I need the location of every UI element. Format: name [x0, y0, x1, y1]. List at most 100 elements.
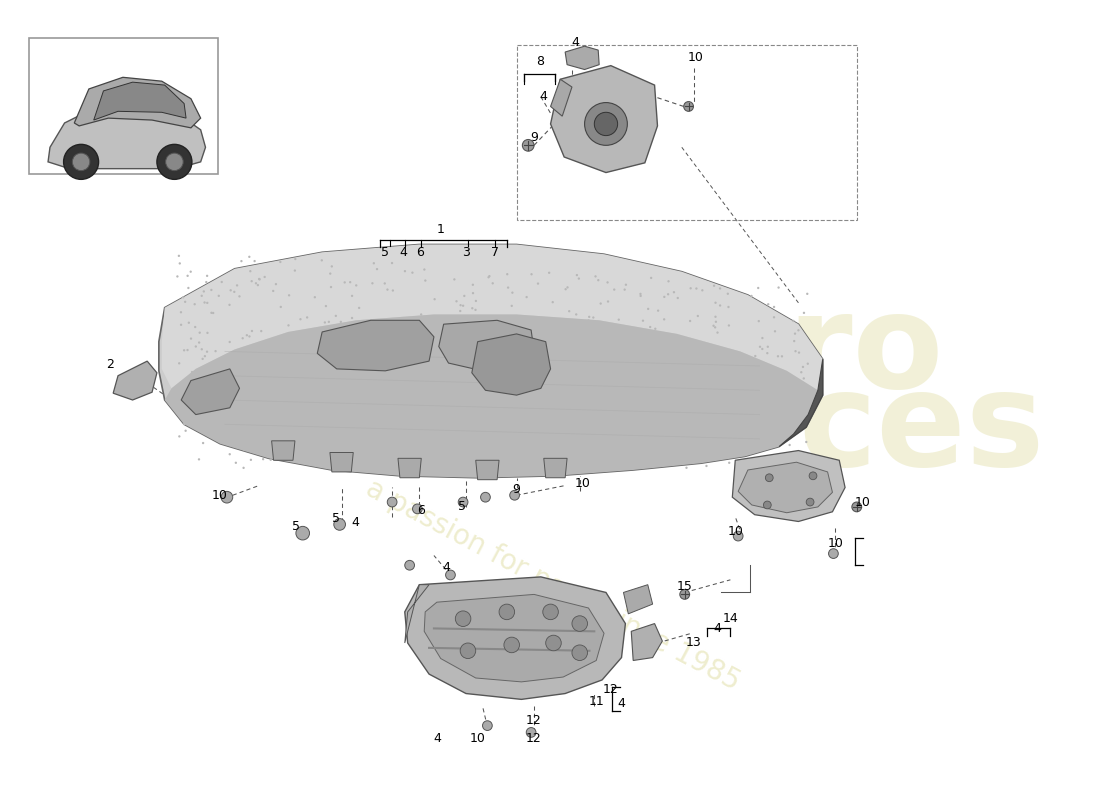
- Circle shape: [605, 336, 607, 338]
- Circle shape: [668, 390, 670, 392]
- Circle shape: [575, 274, 579, 276]
- Circle shape: [183, 423, 186, 425]
- Circle shape: [514, 362, 516, 364]
- Circle shape: [221, 281, 223, 283]
- Circle shape: [206, 350, 208, 353]
- Circle shape: [187, 286, 189, 289]
- Circle shape: [594, 275, 596, 278]
- Circle shape: [243, 449, 245, 451]
- Circle shape: [675, 420, 678, 422]
- Circle shape: [309, 353, 311, 354]
- Circle shape: [329, 354, 331, 357]
- Circle shape: [802, 366, 804, 368]
- Circle shape: [390, 262, 393, 264]
- Circle shape: [647, 308, 649, 310]
- Circle shape: [667, 461, 669, 463]
- Circle shape: [255, 282, 257, 285]
- Circle shape: [546, 635, 561, 650]
- Text: 14: 14: [723, 612, 738, 625]
- Circle shape: [358, 410, 360, 412]
- Circle shape: [450, 466, 452, 467]
- Circle shape: [315, 393, 317, 395]
- Circle shape: [663, 394, 666, 396]
- Circle shape: [417, 409, 420, 411]
- Circle shape: [354, 372, 356, 374]
- Circle shape: [768, 374, 770, 377]
- Circle shape: [614, 377, 616, 379]
- Circle shape: [634, 374, 636, 376]
- Circle shape: [256, 348, 258, 350]
- Circle shape: [294, 270, 296, 272]
- Circle shape: [696, 315, 698, 317]
- Circle shape: [698, 387, 701, 390]
- Circle shape: [585, 454, 587, 456]
- Polygon shape: [48, 106, 206, 169]
- Circle shape: [299, 318, 301, 320]
- Circle shape: [262, 392, 264, 394]
- Text: 4: 4: [433, 732, 441, 745]
- Circle shape: [750, 294, 752, 297]
- Circle shape: [258, 278, 261, 281]
- Circle shape: [322, 330, 324, 333]
- Circle shape: [194, 303, 196, 306]
- Circle shape: [758, 320, 760, 322]
- Polygon shape: [405, 585, 429, 643]
- Polygon shape: [439, 320, 534, 371]
- Circle shape: [441, 458, 443, 461]
- Circle shape: [544, 391, 547, 394]
- Circle shape: [232, 445, 234, 447]
- Circle shape: [389, 457, 392, 459]
- Circle shape: [200, 348, 202, 350]
- Text: 10: 10: [827, 538, 844, 550]
- Circle shape: [700, 426, 702, 428]
- Circle shape: [607, 300, 609, 302]
- Circle shape: [233, 290, 235, 293]
- Circle shape: [485, 366, 487, 368]
- Circle shape: [411, 343, 414, 346]
- Circle shape: [537, 373, 539, 375]
- Circle shape: [392, 290, 394, 292]
- Circle shape: [494, 413, 496, 415]
- Circle shape: [189, 270, 191, 273]
- Circle shape: [264, 276, 266, 278]
- Circle shape: [366, 450, 368, 452]
- Circle shape: [506, 273, 508, 275]
- Circle shape: [187, 274, 189, 277]
- Circle shape: [732, 366, 734, 369]
- Circle shape: [392, 422, 394, 425]
- Circle shape: [525, 392, 527, 394]
- Circle shape: [426, 398, 428, 400]
- Circle shape: [230, 289, 232, 291]
- Circle shape: [587, 438, 590, 441]
- Circle shape: [190, 338, 192, 340]
- Circle shape: [472, 292, 474, 294]
- Circle shape: [806, 362, 808, 365]
- Circle shape: [548, 272, 550, 274]
- Text: 13: 13: [685, 637, 702, 650]
- Text: 6: 6: [417, 246, 425, 258]
- Circle shape: [785, 380, 788, 382]
- Circle shape: [504, 339, 506, 342]
- Circle shape: [477, 415, 480, 418]
- Circle shape: [217, 379, 220, 382]
- Circle shape: [689, 320, 691, 322]
- Circle shape: [180, 324, 183, 326]
- Circle shape: [258, 278, 261, 280]
- Circle shape: [236, 434, 239, 436]
- Circle shape: [718, 448, 721, 450]
- Circle shape: [250, 458, 252, 461]
- Circle shape: [176, 275, 178, 278]
- Circle shape: [250, 434, 252, 437]
- Text: 1: 1: [437, 223, 444, 237]
- Circle shape: [558, 438, 560, 441]
- Circle shape: [507, 286, 509, 289]
- Circle shape: [625, 283, 627, 286]
- Circle shape: [566, 286, 569, 289]
- Circle shape: [358, 306, 361, 309]
- Circle shape: [377, 462, 379, 464]
- Circle shape: [251, 280, 253, 282]
- Circle shape: [746, 406, 748, 409]
- Polygon shape: [94, 82, 186, 120]
- Circle shape: [362, 394, 364, 397]
- Text: 4: 4: [571, 36, 579, 49]
